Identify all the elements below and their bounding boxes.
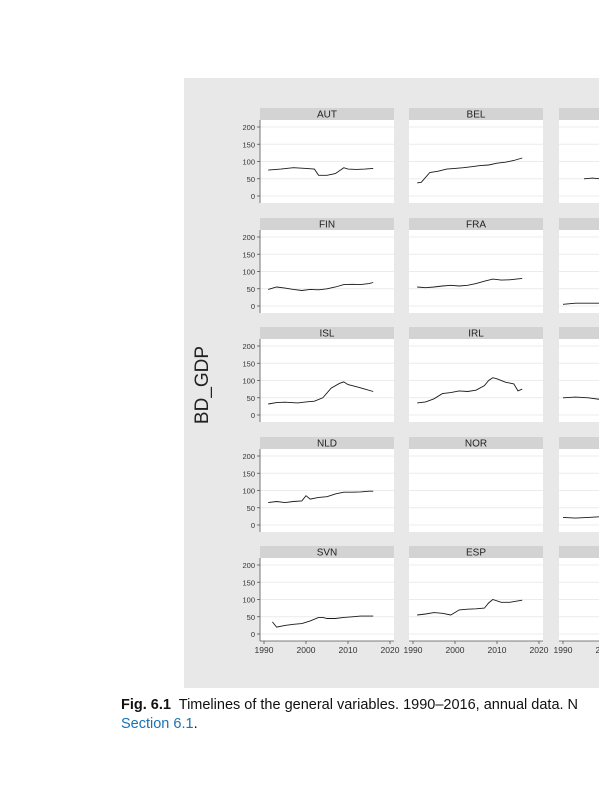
x-tick-label: 2000	[297, 645, 316, 655]
facet-header	[559, 327, 599, 339]
facet-title: ISL	[319, 329, 334, 340]
y-tick-label: 50	[247, 175, 255, 184]
y-tick-label: 0	[251, 302, 255, 311]
facet-title: FRA	[466, 220, 486, 231]
x-tick-label: 2020	[381, 645, 400, 655]
y-tick-label: 50	[247, 613, 255, 622]
y-tick-label: 0	[251, 411, 255, 420]
facet-title: NOR	[465, 439, 487, 450]
facet-svn: SVN 0 50 100 150 200 1990 2000 2010 2020	[242, 546, 400, 655]
y-tick-label: 100	[242, 158, 255, 167]
series-line-unlabeled	[562, 396, 599, 400]
facet-header	[260, 218, 394, 230]
series-line-unlabeled	[583, 177, 599, 180]
y-tick-label: 150	[242, 359, 255, 368]
series-line-aut	[268, 167, 374, 176]
facet-header	[409, 437, 543, 449]
facet-col2-row1	[559, 218, 599, 313]
series-line-irl	[417, 377, 523, 404]
x-tick-label: 2010	[488, 645, 507, 655]
series-line-unlabeled	[562, 302, 599, 305]
y-tick-label: 150	[242, 250, 255, 259]
facet-title: NLD	[317, 439, 337, 450]
x-tick-label: 1990	[255, 645, 274, 655]
facet-header	[559, 546, 599, 558]
facet-header	[409, 218, 543, 230]
y-tick-label: 100	[242, 377, 255, 386]
figure-panel: AUT 0 50 100 150 200 BEL FIN 0 50 100 150 200 FRA ISL 0…	[184, 78, 599, 688]
facet-nld: NLD 0 50 100 150 200	[242, 437, 394, 532]
facet-header	[260, 437, 394, 449]
facet-header	[559, 437, 599, 449]
facet-col2-row3	[559, 437, 599, 532]
y-tick-label: 150	[242, 140, 255, 149]
x-tick-label: 2000	[446, 645, 465, 655]
facet-esp: ESP 1990 2000 2010 2020	[404, 546, 549, 655]
series-line-esp	[417, 598, 523, 616]
x-tick-label: 2010	[339, 645, 358, 655]
x-tick-label: 2000	[596, 645, 599, 655]
facet-irl: IRL	[409, 327, 543, 422]
y-tick-label: 100	[242, 596, 255, 605]
caption-period: .	[193, 716, 198, 732]
y-tick-label: 200	[242, 452, 255, 461]
facet-title: FIN	[319, 220, 335, 231]
facet-col2-row0	[559, 108, 599, 203]
y-tick-label: 200	[242, 233, 255, 242]
y-tick-label: 200	[242, 561, 255, 570]
caption-text: Timelines of the general variables. 1990…	[178, 697, 579, 713]
facet-title: BEL	[467, 110, 486, 121]
series-line-isl	[268, 381, 374, 405]
y-tick-label: 0	[251, 521, 255, 530]
series-line-unlabeled	[562, 516, 599, 519]
facet-title: AUT	[317, 110, 337, 121]
series-line-svn	[272, 615, 374, 628]
y-axis-title-text: BD_GDP	[192, 345, 213, 425]
caption-line-2: Section 6.1.	[121, 715, 599, 734]
facet-title: ESP	[466, 548, 486, 559]
y-tick-label: 100	[242, 487, 255, 496]
caption-figure-label: Fig. 6.1	[121, 697, 171, 713]
y-tick-label: 200	[242, 342, 255, 351]
caption-line-1: Fig. 6.1 Timelines of the general variab…	[121, 696, 599, 715]
y-tick-label: 200	[242, 123, 255, 132]
y-tick-label: 150	[242, 578, 255, 587]
x-tick-label: 2020	[530, 645, 549, 655]
facet-fra: FRA	[409, 218, 543, 313]
facet-grid-chart: AUT 0 50 100 150 200 BEL FIN 0 50 100 150 200 FRA ISL 0…	[242, 108, 599, 655]
facet-title: SVN	[317, 548, 338, 559]
x-tick-label: 1990	[554, 645, 573, 655]
facet-header	[559, 218, 599, 230]
facet-header	[409, 108, 543, 120]
facet-header	[559, 108, 599, 120]
series-line-fra	[417, 277, 523, 289]
y-tick-label: 50	[247, 285, 255, 294]
facet-header	[260, 327, 394, 339]
facet-title: IRL	[468, 329, 484, 340]
facet-isl: ISL 0 50 100 150 200	[242, 327, 394, 422]
y-tick-label: 150	[242, 469, 255, 478]
facet-header	[409, 546, 543, 558]
x-tick-label: 1990	[404, 645, 423, 655]
y-tick-label: 0	[251, 630, 255, 639]
facet-aut: AUT 0 50 100 150 200	[242, 108, 394, 203]
y-tick-label: 50	[247, 394, 255, 403]
caption-section-link[interactable]: Section 6.1	[121, 716, 194, 732]
facet-col2-row2	[559, 327, 599, 422]
series-line-bel	[417, 157, 523, 184]
facet-fin: FIN 0 50 100 150 200	[242, 218, 394, 313]
facet-nor: NOR	[409, 437, 543, 532]
y-tick-label: 50	[247, 504, 255, 513]
facet-header	[260, 546, 394, 558]
facet-header	[260, 108, 394, 120]
figure-caption: Fig. 6.1 Timelines of the general variab…	[121, 696, 599, 734]
series-line-nld	[268, 490, 374, 504]
facet-header	[409, 327, 543, 339]
y-tick-label: 0	[251, 192, 255, 201]
series-line-fin	[268, 282, 374, 291]
y-tick-label: 100	[242, 268, 255, 277]
facet-bel: BEL	[409, 108, 543, 203]
